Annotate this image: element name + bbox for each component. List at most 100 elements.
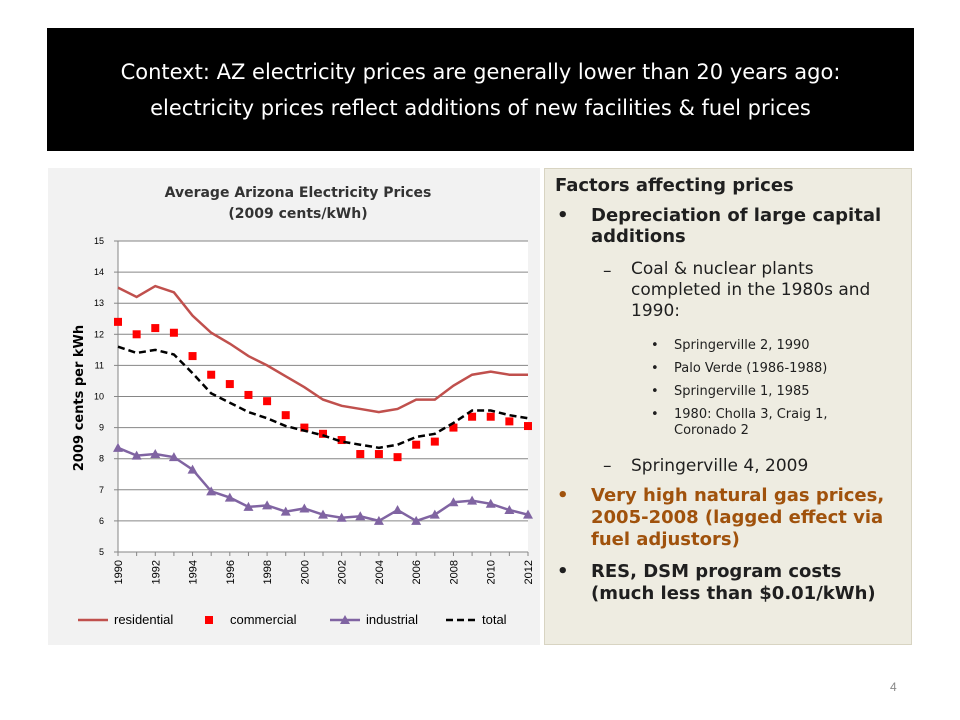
factors-panel: Factors affecting prices • Depreciation … [544, 168, 912, 645]
bullet-dot: • [557, 485, 569, 506]
x-tick-label: 2004 [374, 560, 386, 584]
industrial-point [523, 509, 533, 519]
y-tick-label: 12 [94, 329, 104, 339]
commercial-point [374, 450, 383, 459]
y-tick-label: 8 [99, 454, 104, 464]
sub-coal-nuclear: Coal & nuclear plants completed in the 1… [631, 259, 871, 321]
dash-mark: – [603, 456, 612, 476]
industrial-point [187, 464, 198, 474]
series-total [117, 345, 529, 450]
plant-item: Springerville 1, 1985 [674, 384, 810, 399]
slide-title-line1: Context: AZ electricity prices are gener… [120, 59, 841, 84]
commercial-point [225, 380, 234, 389]
y-tick-label: 9 [99, 423, 104, 433]
legend-label: total [482, 612, 507, 627]
legend: residential commercial industrial total [78, 612, 507, 627]
x-tick-label: 1996 [225, 560, 237, 584]
industrial-point [299, 503, 310, 513]
series-commercial [114, 317, 532, 462]
series-industrial [113, 442, 533, 525]
dash-mark: – [603, 261, 612, 281]
industrial-point [355, 511, 366, 521]
commercial-point [356, 450, 365, 459]
commercial-point [263, 397, 272, 406]
x-tick-label: 2006 [411, 560, 423, 584]
industrial-point [392, 505, 403, 515]
sub-springerville4: Springerville 4, 2009 [631, 456, 809, 476]
bullet-dot: • [557, 205, 569, 226]
bullet-dot: • [651, 338, 659, 353]
industrial-point [485, 498, 496, 508]
x-tick-label: 2012 [523, 560, 535, 584]
y-axis-label: 2009 cents per kWh [72, 325, 87, 471]
commercial-point [486, 412, 495, 421]
commercial-point [244, 390, 253, 399]
y-tick-label: 6 [99, 516, 104, 526]
industrial-point [243, 501, 254, 511]
industrial-point [131, 450, 142, 460]
y-tick-label: 14 [94, 267, 104, 277]
industrial-point [467, 495, 478, 505]
bullet-natural-gas: Very high natural gas prices, 2005-2008 … [591, 485, 885, 550]
commercial-point [300, 423, 309, 432]
commercial-point [281, 411, 290, 420]
legend-item-industrial: industrial [330, 612, 418, 627]
total-line [117, 345, 529, 450]
industrial-point [168, 452, 179, 462]
commercial-point [337, 436, 346, 445]
industrial-point [318, 509, 328, 519]
slide-title-line2: electricity prices reflect additions of … [150, 95, 811, 120]
x-tick-label: 2010 [486, 560, 498, 584]
chart-subtitle: (2009 cents/kWh) [228, 206, 367, 222]
commercial-point [468, 412, 477, 421]
commercial-point [319, 429, 327, 438]
page-number: 4 [890, 680, 897, 694]
industrial-point [373, 515, 384, 525]
industrial-point [280, 506, 291, 516]
y-tick-label: 10 [94, 392, 104, 402]
legend-label: commercial [230, 612, 297, 627]
industrial-point [206, 486, 217, 496]
industrial-point [224, 492, 235, 502]
x-tick-label: 1990 [113, 560, 125, 584]
commercial-point [132, 330, 141, 339]
industrial-point [504, 505, 515, 515]
x-tick-label: 2000 [299, 560, 311, 584]
commercial-point [151, 324, 160, 333]
industrial-point [262, 500, 273, 510]
x-tick-label: 2002 [337, 560, 349, 584]
legend-item-residential: residential [78, 612, 173, 627]
slide-title: Context: AZ electricity prices are gener… [47, 28, 914, 151]
series [113, 284, 533, 525]
y-tick-label: 5 [99, 547, 104, 557]
industrial-point [411, 515, 422, 525]
commercial-point [393, 453, 402, 462]
industrial-point [336, 512, 347, 522]
chart-panel: Average Arizona Electricity Prices (2009… [48, 168, 540, 645]
commercial-point [412, 440, 421, 449]
x-tick-label: 2008 [448, 560, 460, 584]
axes: 5 6 7 8 9 10 11 12 13 14 15 1990 1992 1994 1996 1998 200… [94, 236, 535, 584]
plant-item: 1980: Cholla 3, Craig 1, Coronado 2 [674, 407, 828, 438]
chart-title: Average Arizona Electricity Prices [165, 185, 432, 201]
commercial-point [188, 352, 197, 361]
legend-swatch [340, 615, 350, 624]
legend-label: industrial [366, 612, 418, 627]
bullet-res-dsm: RES, DSM program costs (much less than $… [591, 561, 876, 604]
bullet-dot: • [651, 361, 659, 376]
legend-item-total: total [446, 612, 507, 627]
plant-item: Palo Verde (1986-1988) [674, 361, 828, 376]
plant-item: Springerville 2, 1990 [674, 338, 810, 353]
price-chart: Average Arizona Electricity Prices (2009… [72, 185, 535, 627]
commercial-point [207, 370, 216, 379]
industrial-point [448, 497, 459, 507]
legend-label: residential [114, 612, 173, 627]
commercial-point [449, 423, 458, 432]
x-tick-label: 1998 [262, 560, 274, 584]
commercial-point [114, 317, 122, 326]
x-tick-label: 1992 [150, 560, 162, 584]
x-tick-label: 1994 [188, 560, 200, 584]
bullet-dot: • [651, 384, 659, 399]
commercial-point [430, 437, 439, 446]
industrial-point [113, 442, 123, 452]
